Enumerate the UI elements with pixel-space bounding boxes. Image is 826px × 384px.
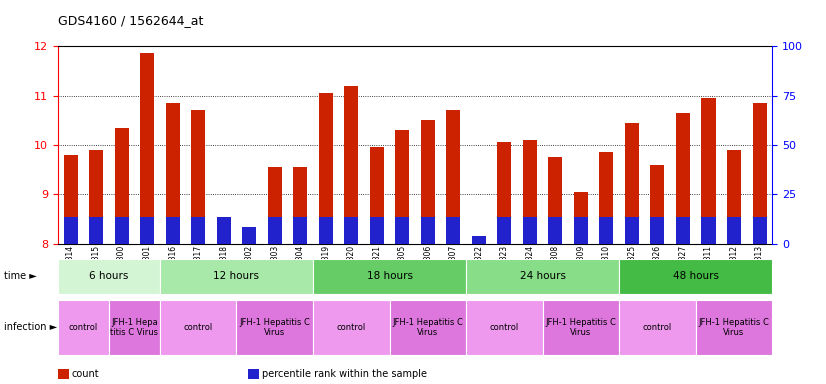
Text: percentile rank within the sample: percentile rank within the sample: [262, 369, 427, 379]
Bar: [191, 217, 205, 244]
Bar: [472, 237, 486, 244]
Text: control: control: [337, 323, 366, 332]
Bar: [319, 217, 333, 244]
Bar: [548, 157, 563, 244]
Bar: [497, 217, 511, 244]
Bar: [466, 300, 543, 355]
Bar: [370, 217, 384, 244]
Bar: [160, 300, 236, 355]
Bar: [268, 167, 282, 244]
Text: 48 hours: 48 hours: [672, 271, 719, 281]
Text: JFH-1 Hepa
titis C Virus: JFH-1 Hepa titis C Virus: [111, 318, 159, 337]
Text: control: control: [183, 323, 213, 332]
Bar: [727, 150, 741, 244]
Bar: [115, 127, 129, 244]
Bar: [620, 300, 695, 355]
Bar: [58, 259, 160, 294]
Bar: [574, 192, 588, 244]
Text: count: count: [72, 369, 99, 379]
Bar: [466, 259, 620, 294]
Bar: [242, 227, 256, 244]
Text: 18 hours: 18 hours: [367, 271, 412, 281]
Bar: [166, 217, 180, 244]
Bar: [64, 155, 78, 244]
Text: JFH-1 Hepatitis C
Virus: JFH-1 Hepatitis C Virus: [545, 318, 616, 337]
Bar: [523, 140, 537, 244]
Bar: [752, 103, 767, 244]
Bar: [727, 217, 741, 244]
Text: 24 hours: 24 hours: [520, 271, 566, 281]
Bar: [396, 130, 410, 244]
Bar: [216, 217, 230, 244]
Bar: [472, 237, 486, 244]
Bar: [420, 217, 434, 244]
Text: GDS4160 / 1562644_at: GDS4160 / 1562644_at: [58, 14, 203, 27]
Bar: [695, 300, 772, 355]
Bar: [625, 217, 639, 244]
Text: time ►: time ►: [4, 271, 37, 281]
Bar: [293, 217, 307, 244]
Bar: [344, 86, 358, 244]
Bar: [344, 217, 358, 244]
Bar: [166, 103, 180, 244]
Bar: [523, 217, 537, 244]
Bar: [313, 259, 466, 294]
Bar: [140, 53, 154, 244]
Bar: [701, 98, 715, 244]
Bar: [319, 93, 333, 244]
Bar: [216, 222, 230, 244]
Bar: [650, 165, 664, 244]
Bar: [676, 217, 690, 244]
Text: JFH-1 Hepatitis C
Virus: JFH-1 Hepatitis C Virus: [240, 318, 310, 337]
Bar: [236, 300, 313, 355]
Bar: [160, 259, 313, 294]
Bar: [89, 217, 103, 244]
Bar: [370, 147, 384, 244]
Bar: [242, 232, 256, 244]
Bar: [446, 217, 460, 244]
Bar: [396, 217, 410, 244]
Bar: [89, 150, 103, 244]
Text: JFH-1 Hepatitis C
Virus: JFH-1 Hepatitis C Virus: [392, 318, 463, 337]
Bar: [701, 217, 715, 244]
Bar: [600, 217, 614, 244]
Text: 6 hours: 6 hours: [89, 271, 129, 281]
Bar: [268, 217, 282, 244]
Bar: [548, 217, 563, 244]
Bar: [676, 113, 690, 244]
Bar: [446, 110, 460, 244]
Text: control: control: [490, 323, 519, 332]
Bar: [625, 123, 639, 244]
Text: JFH-1 Hepatitis C
Virus: JFH-1 Hepatitis C Virus: [699, 318, 770, 337]
Bar: [390, 300, 466, 355]
Bar: [420, 120, 434, 244]
Bar: [620, 259, 772, 294]
Bar: [115, 217, 129, 244]
Bar: [64, 217, 78, 244]
Text: 12 hours: 12 hours: [213, 271, 259, 281]
Bar: [58, 300, 109, 355]
Bar: [293, 167, 307, 244]
Text: infection ►: infection ►: [4, 322, 57, 333]
Bar: [497, 142, 511, 244]
Bar: [574, 217, 588, 244]
Bar: [109, 300, 160, 355]
Bar: [600, 152, 614, 244]
Bar: [140, 217, 154, 244]
Text: control: control: [643, 323, 672, 332]
Bar: [543, 300, 620, 355]
Bar: [752, 217, 767, 244]
Text: control: control: [69, 323, 98, 332]
Bar: [313, 300, 390, 355]
Bar: [191, 110, 205, 244]
Bar: [650, 217, 664, 244]
